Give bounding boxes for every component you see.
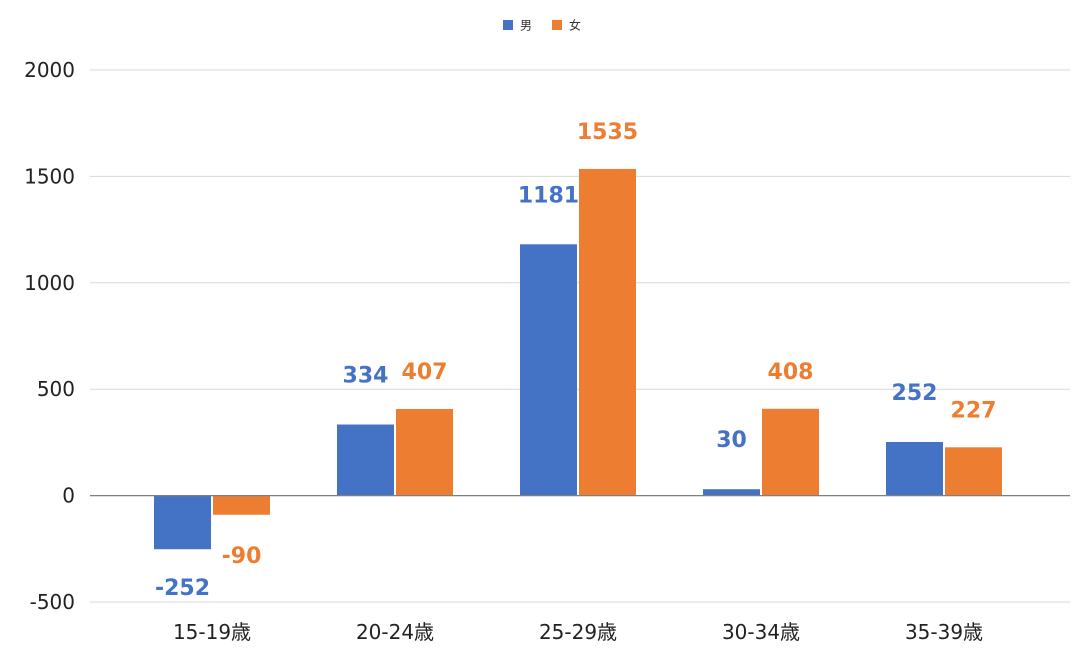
data-label-series-0-category-2: 1181 [518, 183, 579, 208]
y-tick-label: 1500 [24, 164, 75, 188]
x-tick-label: 25-29歳 [539, 620, 617, 644]
x-tick-label: 35-39歳 [905, 620, 983, 644]
data-label-series-0-category-3: 30 [716, 428, 747, 453]
bars [154, 168, 1002, 550]
bar-series-0-category-4 [886, 441, 943, 496]
bar-series-1-category-2 [579, 168, 636, 496]
data-label-series-0-category-1: 334 [343, 364, 389, 389]
bar-series-0-category-1 [337, 424, 394, 496]
x-tick-label: 15-19歳 [173, 620, 251, 644]
data-label-series-1-category-0: -90 [222, 544, 262, 569]
legend: 男女 [503, 18, 581, 33]
bar-series-0-category-2 [520, 244, 577, 496]
bar-series-0-category-0 [154, 495, 211, 550]
data-label-series-1-category-2: 1535 [577, 120, 638, 145]
legend-label-1: 女 [569, 18, 581, 33]
y-tick-label: -500 [30, 590, 75, 614]
data-label-series-1-category-4: 227 [951, 398, 997, 423]
bar-series-1-category-4 [945, 447, 1002, 496]
data-label-series-0-category-4: 252 [892, 381, 938, 406]
bar-series-1-category-0 [213, 495, 270, 515]
legend-swatch-1 [552, 20, 562, 30]
y-tick-label: 1000 [24, 271, 75, 295]
y-tick-label: 0 [62, 484, 75, 508]
bar-series-1-category-3 [762, 408, 819, 496]
data-label-series-1-category-3: 408 [768, 360, 814, 385]
data-labels: -252 -90 334 407 1181 1535 30 408 252 227 [155, 120, 997, 601]
legend-label-0: 男 [520, 19, 532, 33]
x-axis-tick-labels: 15-19歳 20-24歳 25-29歳 30-34歳 35-39歳 [173, 620, 983, 644]
x-tick-label: 30-34歳 [722, 620, 800, 644]
legend-swatch-0 [503, 20, 513, 30]
data-label-series-1-category-1: 407 [402, 360, 448, 385]
x-tick-label: 20-24歳 [356, 620, 434, 644]
y-tick-label: 2000 [24, 58, 75, 82]
y-axis-tick-labels: -500 0 500 1000 1500 2000 [24, 58, 75, 614]
bar-series-0-category-3 [703, 489, 760, 496]
bar-series-1-category-1 [396, 408, 453, 496]
data-label-series-0-category-0: -252 [155, 576, 210, 601]
y-tick-label: 500 [37, 377, 75, 401]
